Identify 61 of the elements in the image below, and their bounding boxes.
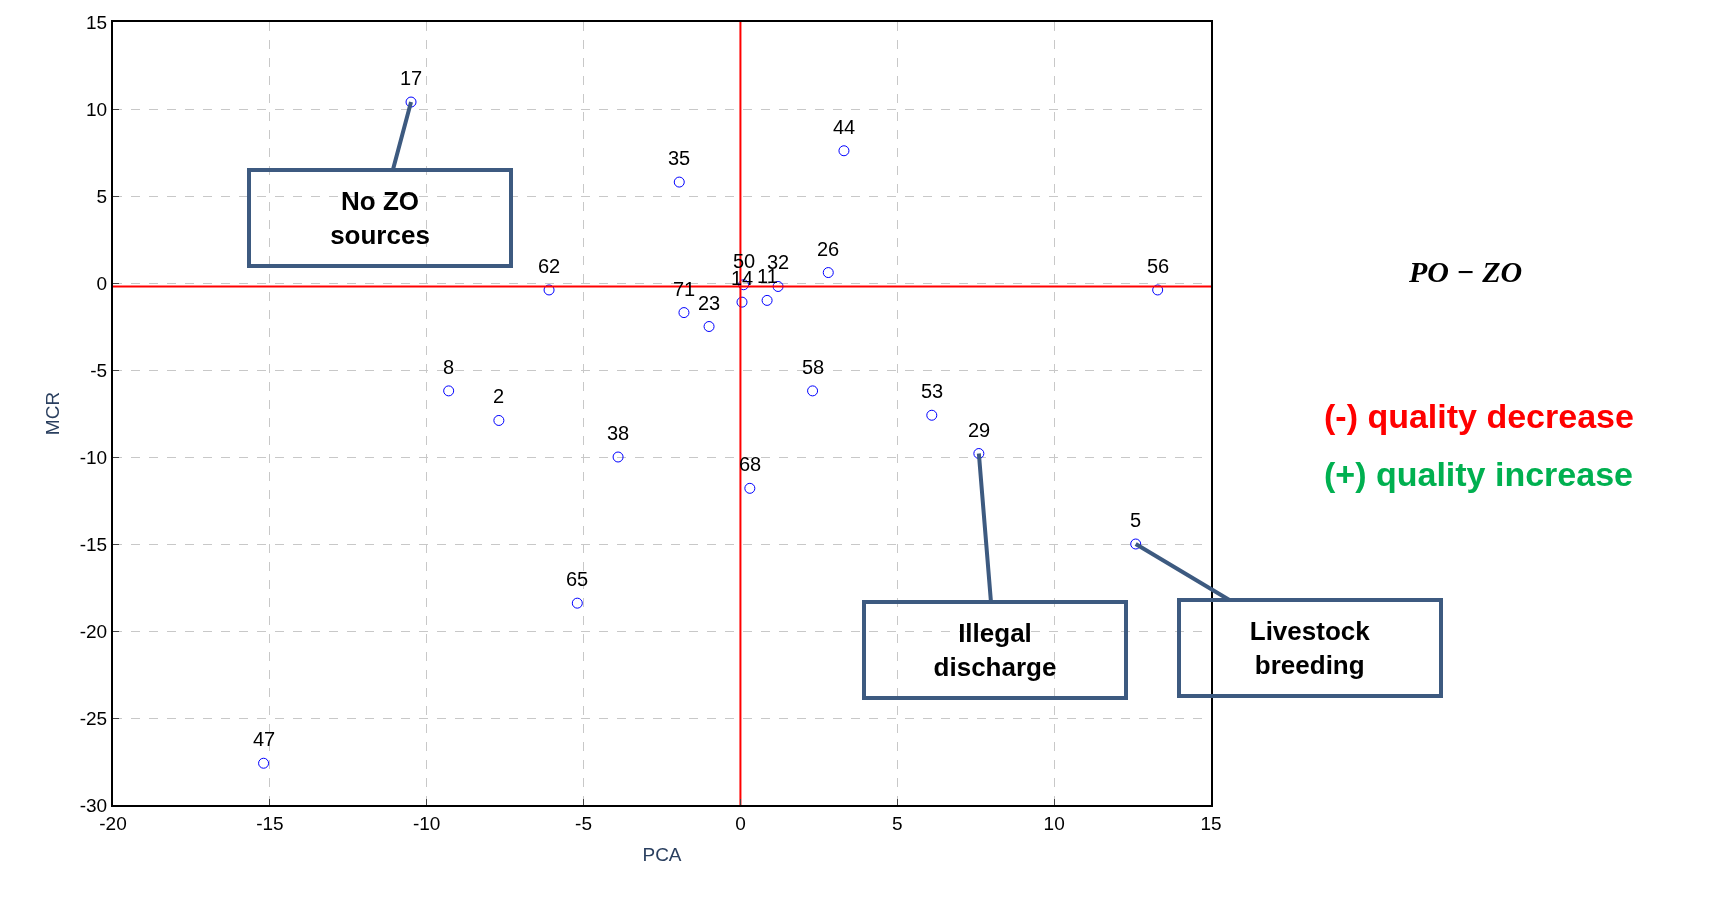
annotation: 26 — [817, 238, 840, 260]
y-tick-label: -5 — [90, 359, 108, 381]
y-tick-label: 5 — [96, 185, 108, 207]
y-tick-label: 10 — [86, 98, 108, 120]
point — [1130, 538, 1142, 550]
point — [926, 409, 938, 421]
y-tick-label: -30 — [79, 794, 108, 816]
text: (-) quality decrease — [1324, 397, 1634, 435]
annotation: 53 — [921, 380, 944, 402]
x-tick-label: 10 — [1043, 812, 1065, 834]
point — [258, 757, 270, 769]
point — [612, 451, 624, 463]
point — [678, 307, 690, 319]
annotation: 29 — [968, 419, 991, 441]
annotation: 38 — [607, 422, 630, 444]
annotation: 5 — [1130, 509, 1142, 531]
x-tick-label: -5 — [575, 812, 593, 834]
annotation: 58 — [802, 356, 825, 378]
annotation: 8 — [443, 356, 455, 378]
annotation: 62 — [538, 255, 561, 277]
point — [973, 448, 985, 460]
annotation: Illegal discharge — [933, 618, 1057, 682]
point — [703, 321, 715, 332]
point — [543, 284, 555, 296]
point — [838, 145, 850, 157]
annotation: Livestock breeding — [1249, 616, 1371, 680]
annotation: 56 — [1147, 255, 1170, 277]
point — [736, 296, 748, 308]
annotation: 23 — [698, 292, 721, 314]
annotation: 44 — [833, 116, 856, 138]
x-tick-label: 15 — [1200, 812, 1222, 834]
x-tick-label: 0 — [735, 812, 746, 834]
annotation: 35 — [668, 147, 691, 169]
point — [744, 482, 756, 494]
annotation: 47 — [253, 728, 276, 750]
y-tick-label: -20 — [79, 620, 108, 642]
y-tick-label: -15 — [79, 533, 108, 555]
point — [405, 96, 417, 108]
x-axis-title: PCA — [642, 844, 682, 866]
y-tick-label: -10 — [79, 446, 108, 468]
point — [571, 597, 583, 609]
annotation: No ZO sources — [330, 186, 430, 250]
point — [1152, 284, 1164, 296]
text: (+) quality increase — [1324, 455, 1633, 493]
annotation: 17 — [400, 67, 423, 89]
point — [822, 267, 834, 279]
text: PO − ZO — [1408, 255, 1523, 288]
point — [443, 385, 455, 397]
x-tick-label: 5 — [892, 812, 903, 834]
x-tick-label: -15 — [256, 812, 284, 834]
point — [761, 294, 773, 306]
y-tick-label: 0 — [96, 272, 108, 294]
x-tick-label: -10 — [412, 812, 441, 834]
point — [493, 414, 505, 426]
y-tick-label: 15 — [86, 11, 108, 33]
annotation: 2 — [493, 385, 505, 407]
point — [673, 176, 685, 188]
annotation: 65 — [566, 568, 589, 590]
y-axis-title: MCR — [42, 391, 64, 436]
point — [807, 385, 819, 397]
y-tick-label: -25 — [79, 707, 108, 729]
